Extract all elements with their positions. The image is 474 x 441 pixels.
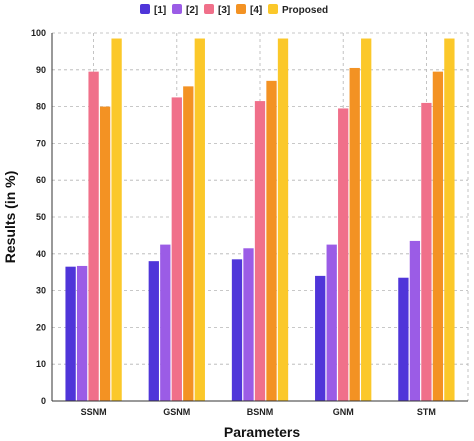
y-tick-label: 70 (36, 138, 46, 148)
x-tick-label: SSNM (81, 407, 107, 417)
x-tick-label: GNM (333, 407, 354, 417)
legend-swatch (140, 4, 150, 14)
y-tick-label: 30 (36, 286, 46, 296)
bar (65, 266, 76, 401)
bar (148, 261, 159, 401)
legend-swatch (236, 4, 246, 14)
bar (338, 108, 349, 401)
bar (243, 248, 254, 401)
y-tick-label: 20 (36, 322, 46, 332)
x-axis-title: Parameters (224, 424, 300, 440)
bar (444, 38, 455, 402)
legend: [1] [2] [3] [4] Proposed (140, 4, 328, 16)
bar (254, 101, 266, 401)
bar (194, 38, 205, 402)
bar (349, 67, 360, 402)
bar (99, 106, 111, 401)
bar (171, 97, 182, 402)
y-tick-label: 0 (41, 396, 46, 406)
legend-swatch (172, 4, 182, 14)
y-tick-label: 10 (36, 359, 46, 369)
bar (315, 275, 326, 401)
legend-label: [2] (186, 5, 198, 16)
bar (432, 71, 444, 401)
bar (421, 102, 432, 402)
y-tick-label: 100 (31, 28, 46, 38)
bars (65, 38, 455, 402)
y-tick-labels: 0 10 20 30 40 50 60 70 80 90 100 (31, 28, 46, 406)
x-tick-label: BSNM (247, 407, 274, 417)
bar (326, 244, 337, 401)
legend-swatch (204, 4, 214, 14)
bar (160, 244, 171, 401)
y-tick-label: 60 (36, 175, 46, 185)
x-tick-labels: SSNM GSNM BSNM GNM STM (81, 407, 436, 417)
bar (398, 277, 409, 401)
bar (231, 259, 243, 401)
y-tick-label: 90 (36, 65, 46, 75)
bar (409, 240, 421, 401)
bar (361, 38, 372, 402)
y-tick-label: 40 (36, 249, 46, 259)
legend-label: [3] (218, 5, 230, 16)
bar (76, 265, 88, 401)
legend-label: [4] (250, 5, 262, 16)
y-axis-title: Results (in %) (2, 171, 18, 264)
axes (51, 33, 468, 402)
legend-label: Proposed (282, 5, 328, 16)
bar (266, 80, 277, 401)
bar (88, 71, 99, 401)
y-tick-label: 50 (36, 212, 46, 222)
legend-label: [1] (154, 5, 166, 16)
y-tick-label: 80 (36, 102, 46, 112)
legend-swatch (268, 4, 278, 14)
bar (183, 86, 194, 402)
x-tick-label: STM (417, 407, 436, 417)
bar (111, 38, 122, 402)
x-tick-label: GSNM (163, 407, 190, 417)
bar (277, 38, 289, 402)
